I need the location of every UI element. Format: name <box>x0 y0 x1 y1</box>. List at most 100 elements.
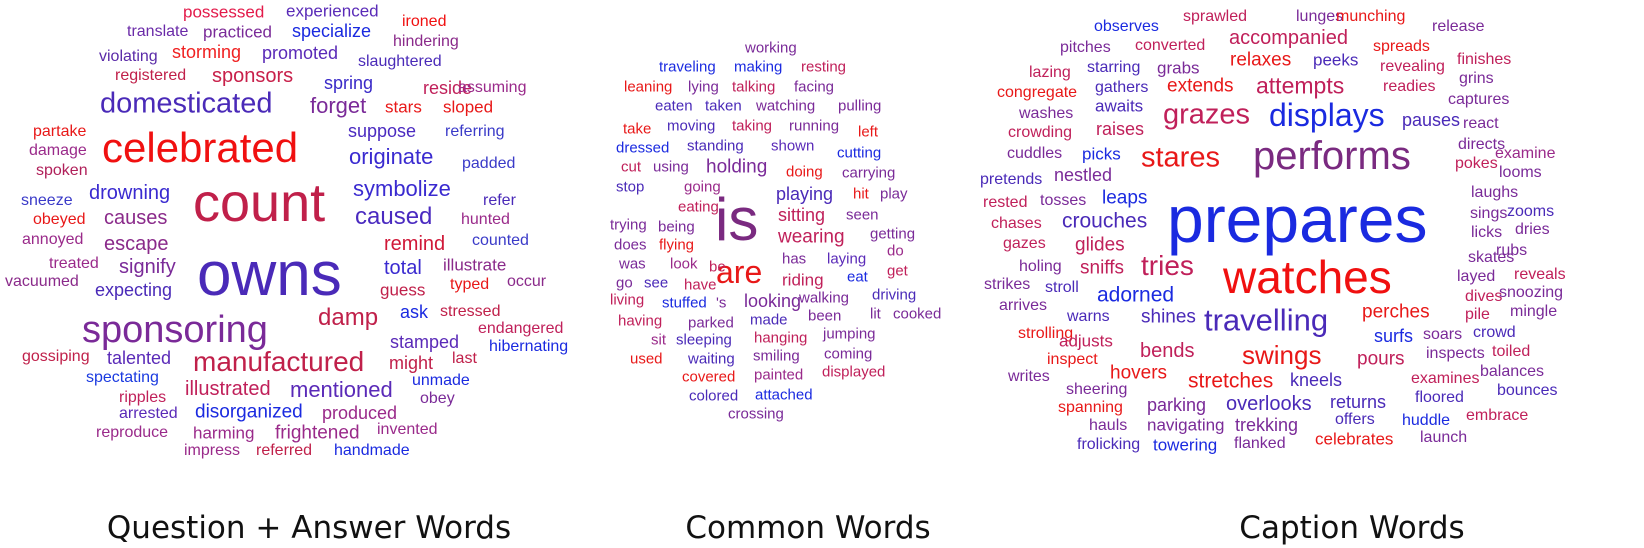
word-caption: pokes <box>1455 155 1498 172</box>
word-common: hanging <box>754 329 808 347</box>
word-question-answer: treated <box>49 255 99 272</box>
word-common: flying <box>659 236 695 254</box>
word-caption: tosses <box>1040 192 1087 209</box>
word-common: working <box>745 39 797 57</box>
word-question-answer: spectating <box>86 369 159 386</box>
word-caption: release <box>1432 18 1485 35</box>
word-caption: skates <box>1468 249 1515 266</box>
word-caption: returns <box>1330 392 1387 412</box>
word-common: leaning <box>624 78 673 96</box>
word-common: holding <box>706 156 768 178</box>
word-question-answer: ironed <box>402 13 447 30</box>
word-question-answer: ask <box>400 302 429 322</box>
word-caption: looms <box>1499 164 1542 181</box>
word-caption: strolling <box>1018 325 1074 342</box>
word-caption: balances <box>1480 363 1545 380</box>
word-common: driving <box>872 286 917 304</box>
word-question-answer: assuming <box>458 79 527 96</box>
word-question-answer: forget <box>310 93 367 118</box>
word-question-answer: storming <box>172 42 242 62</box>
word-question-answer: sponsoring <box>82 309 268 351</box>
word-caption: launch <box>1420 429 1468 446</box>
word-common: crossing <box>728 405 784 423</box>
word-caption: directs <box>1458 136 1506 153</box>
word-question-answer: annoyed <box>22 231 84 248</box>
word-common: eating <box>678 198 719 216</box>
word-caption: spreads <box>1373 38 1430 55</box>
word-caption: congregate <box>997 84 1078 101</box>
word-caption: chases <box>991 215 1042 232</box>
word-question-answer: talented <box>107 348 172 368</box>
word-common: sit <box>651 331 666 349</box>
word-question-answer: violating <box>99 48 158 65</box>
word-common: does <box>614 236 647 254</box>
word-common: do <box>887 242 904 260</box>
word-caption: arrives <box>999 297 1048 314</box>
word-question-answer: hindering <box>393 33 459 50</box>
word-common: facing <box>794 78 835 96</box>
word-caption: crouches <box>1062 209 1148 233</box>
common-panel-title: Common Words <box>685 510 931 546</box>
word-caption: rested <box>983 194 1028 211</box>
word-question-answer: signify <box>119 256 176 278</box>
question-answer-panel-title: Question + Answer Words <box>106 510 512 546</box>
word-question-answer: obeyed <box>33 211 86 228</box>
word-common: see <box>644 274 669 292</box>
word-common: parked <box>688 314 734 332</box>
word-common: eat <box>847 268 868 286</box>
word-question-answer: damage <box>29 142 87 159</box>
common-word-cloud: working traveling making resting leaning lyin… <box>610 0 990 490</box>
question-answer-word-cloud: possessed experienced translate practiced sp… <box>0 0 610 490</box>
word-question-answer: referring <box>445 123 505 140</box>
word-caption: grabs <box>1157 58 1200 78</box>
word-question-answer: symbolize <box>353 176 451 201</box>
word-common: attached <box>755 386 813 404</box>
word-common: getting <box>870 225 916 243</box>
word-question-answer: spoken <box>36 162 88 179</box>
word-question-answer: drowning <box>89 182 171 204</box>
word-question-answer: handmade <box>334 442 410 459</box>
word-caption: performs <box>1253 134 1411 178</box>
word-common: 's <box>716 294 727 312</box>
word-caption: attempts <box>1256 72 1345 99</box>
word-caption: pile <box>1465 306 1490 323</box>
word-caption: starring <box>1087 59 1141 76</box>
word-common: watching <box>756 97 816 115</box>
word-common: doing <box>786 163 823 181</box>
caption-word-cloud: sprawled lunges munching observes release acc… <box>980 0 1644 490</box>
word-question-answer: count <box>193 173 326 233</box>
word-caption: sheering <box>1066 381 1128 398</box>
word-caption: spanning <box>1058 399 1123 416</box>
word-caption: accompanied <box>1229 27 1348 49</box>
word-common: cooked <box>893 305 942 323</box>
word-common: have <box>684 276 717 294</box>
word-caption: offers <box>1335 411 1375 428</box>
word-question-answer: illustrated <box>185 378 271 400</box>
word-question-answer: partake <box>33 123 87 140</box>
word-common: traveling <box>659 58 716 76</box>
word-caption: stroll <box>1045 279 1079 296</box>
word-caption: dives <box>1465 288 1503 305</box>
word-caption: washes <box>1019 105 1074 122</box>
word-common: sitting <box>778 205 826 225</box>
word-caption: towering <box>1153 435 1218 455</box>
word-question-answer: specialize <box>292 21 372 41</box>
word-question-answer: invented <box>377 421 438 438</box>
word-question-answer: occur <box>507 273 547 290</box>
word-common: talking <box>732 78 776 96</box>
word-question-answer: obey <box>420 390 455 407</box>
word-question-answer: might <box>389 353 434 373</box>
word-question-answer: endangered <box>478 320 564 337</box>
word-common: shown <box>771 137 815 155</box>
word-common: made <box>750 311 788 329</box>
word-common: living <box>610 291 645 309</box>
word-caption: cuddles <box>1007 145 1063 162</box>
word-common: laying <box>827 250 867 268</box>
word-question-answer: originate <box>349 144 434 169</box>
word-caption: awaits <box>1095 96 1144 116</box>
word-question-answer: manufactured <box>193 346 365 377</box>
word-question-answer: vacuumed <box>5 273 79 290</box>
word-caption: dries <box>1515 221 1550 238</box>
word-question-answer: hunted <box>461 211 510 228</box>
word-question-answer: gossiping <box>22 348 90 365</box>
